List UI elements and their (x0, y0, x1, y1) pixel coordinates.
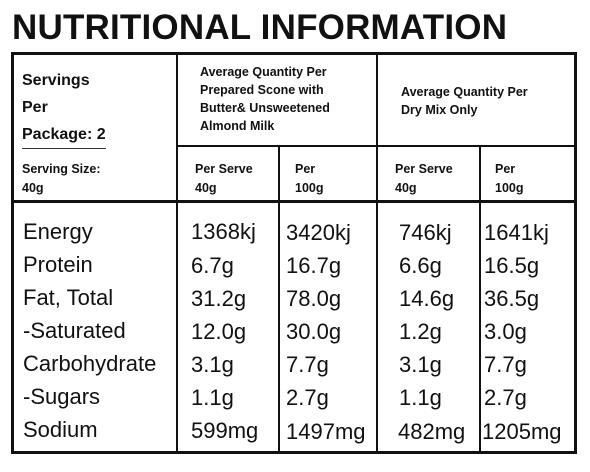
sugars-g2-per-100g: 2.7g (484, 385, 527, 410)
serving-size-line-2: 40g (22, 181, 44, 195)
g1-per-serve-line-1: Per Serve (195, 162, 253, 176)
group2-line-1: Average Quantity Per (401, 85, 528, 99)
divider-label-col (176, 55, 178, 451)
group1-line-3: Butter& Unsweetened (200, 101, 330, 115)
sodium-g2-per-100g: 1205mg (482, 419, 562, 444)
g2-per-100g-line-1: Per (495, 162, 516, 176)
saturated-g1-per-100g: 30.0g (286, 319, 342, 344)
divider-body (14, 200, 574, 203)
divider-g1-inner (278, 146, 280, 451)
fat-total-g2-per-serve: 14.6g (399, 286, 455, 311)
saturated-g1-per-serve: 12.0g (191, 319, 247, 344)
g2-per-100g-header: Per 100g (495, 160, 574, 198)
carbohydrate-g2-per-100g: 7.7g (484, 352, 527, 377)
g1-per-100g-header: Per 100g (295, 160, 375, 198)
saturated-g2-per-serve: 1.2g (399, 319, 442, 344)
servings-line-3-wrap: Package: 2 (22, 121, 172, 149)
serving-size: Serving Size: 40g (22, 160, 172, 198)
sugars-g2-per-serve: 1.1g (399, 385, 442, 410)
divider-g2-inner (479, 146, 481, 451)
energy-g1-per-serve: 1368kj (191, 219, 256, 244)
g1-per-100g-line-1: Per (295, 162, 316, 176)
serving-size-line-1: Serving Size: (22, 162, 101, 176)
g2-per-serve-line-2: 40g (395, 181, 417, 195)
sodium-g1-per-100g: 1497mg (286, 419, 366, 444)
g2-per-100g-line-2: 100g (495, 181, 524, 195)
sugars-g1-per-serve: 1.1g (191, 385, 234, 410)
page-title: NUTRITIONAL INFORMATION (12, 8, 508, 47)
group1-line-1: Average Quantity Per (200, 65, 327, 79)
group1-line-4: Almond Milk (200, 119, 275, 133)
carbohydrate-g2-per-serve: 3.1g (399, 352, 442, 377)
fat-total-g1-per-100g: 78.0g (286, 286, 342, 311)
group2-line-2: Dry Mix Only (401, 103, 478, 117)
servings-line-1: Servings (22, 72, 90, 89)
energy-g2-per-serve: 746kj (399, 220, 452, 245)
row-label-sugars: -Sugars (23, 384, 101, 409)
g2-per-serve-line-1: Per Serve (395, 162, 453, 176)
g1-per-serve-header: Per Serve 40g (195, 160, 275, 198)
protein-g2-per-100g: 16.5g (484, 253, 540, 278)
g1-per-100g-line-2: 100g (295, 181, 324, 195)
energy-g2-per-100g: 1641kj (484, 220, 549, 245)
sodium-g2-per-serve: 482mg (398, 419, 466, 444)
row-label-sodium: Sodium (23, 417, 98, 442)
row-label-fat-total: Fat, Total (23, 285, 114, 310)
fat-total-g2-per-100g: 36.5g (484, 286, 540, 311)
g1-per-serve-line-2: 40g (195, 181, 217, 195)
group-prepared-header: Average Quantity Per Prepared Scone with… (200, 63, 370, 135)
row-label-protein: Protein (23, 252, 93, 277)
g2-per-serve-header: Per Serve 40g (395, 160, 475, 198)
divider-header-sub (176, 145, 574, 147)
servings-line-3: Package: 2 (22, 121, 106, 149)
sodium-g1-per-serve: 599mg (191, 418, 259, 443)
row-label-energy: Energy (23, 219, 93, 244)
sugars-g1-per-100g: 2.7g (286, 385, 329, 410)
energy-g1-per-100g: 3420kj (286, 220, 351, 245)
fat-total-g1-per-serve: 31.2g (191, 286, 247, 311)
carbohydrate-g1-per-100g: 7.7g (286, 352, 329, 377)
protein-g1-per-100g: 16.7g (286, 253, 342, 278)
nutrition-panel: Servings Per Package: 2 Average Quantity… (11, 52, 577, 454)
protein-g2-per-serve: 6.6g (399, 253, 442, 278)
carbohydrate-g1-per-serve: 3.1g (191, 352, 234, 377)
saturated-g2-per-100g: 3.0g (484, 319, 527, 344)
servings-line-2: Per (22, 99, 48, 116)
row-label-carbohydrate: Carbohydrate (23, 351, 157, 376)
servings-per-package: Servings Per Package: 2 (22, 67, 172, 149)
group1-line-2: Prepared Scone with (200, 83, 324, 97)
row-label-saturated: -Saturated (23, 318, 126, 343)
divider-group-col (376, 55, 378, 451)
group-dry-mix-header: Average Quantity Per Dry Mix Only (401, 83, 571, 119)
protein-g1-per-serve: 6.7g (191, 253, 234, 278)
